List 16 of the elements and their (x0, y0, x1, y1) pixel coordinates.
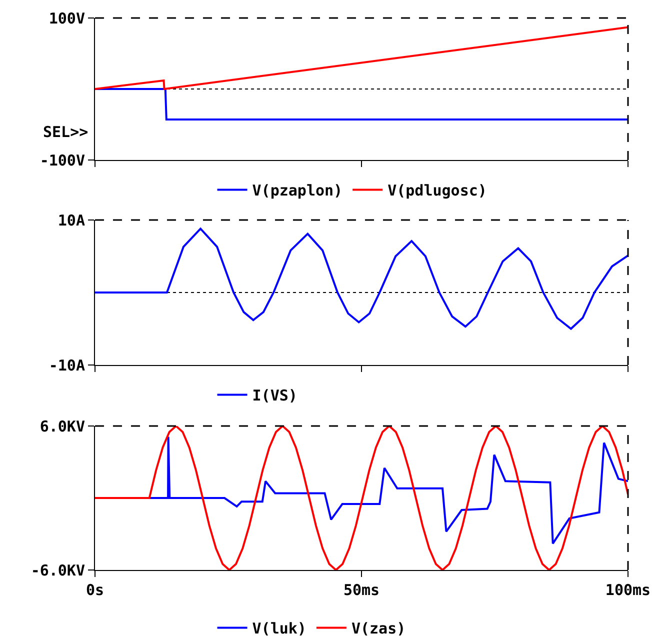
legend-label: V(luk) (252, 620, 306, 638)
y-tick-label: -100V (40, 151, 85, 170)
text: SEL>> (43, 123, 88, 141)
y-tick-label: -10A (48, 356, 85, 374)
legend-label: V(zas) (351, 620, 406, 638)
legend-label: V(pzaplon) (252, 182, 343, 200)
y-tick-label: 100V (48, 9, 85, 28)
legend-label: V(pdlugosc) (388, 182, 487, 200)
y-tick-label: -6.0KV (30, 561, 85, 580)
x-tick-label: 0s (86, 581, 104, 599)
legend-label: I(VS) (252, 386, 298, 405)
x-tick-label: 100ms (605, 581, 651, 599)
y-tick-label: 6.0KV (40, 417, 85, 436)
line-series (95, 228, 628, 330)
x-tick-label: 50ms (343, 581, 380, 599)
y-tick-label: 10A (58, 211, 85, 230)
